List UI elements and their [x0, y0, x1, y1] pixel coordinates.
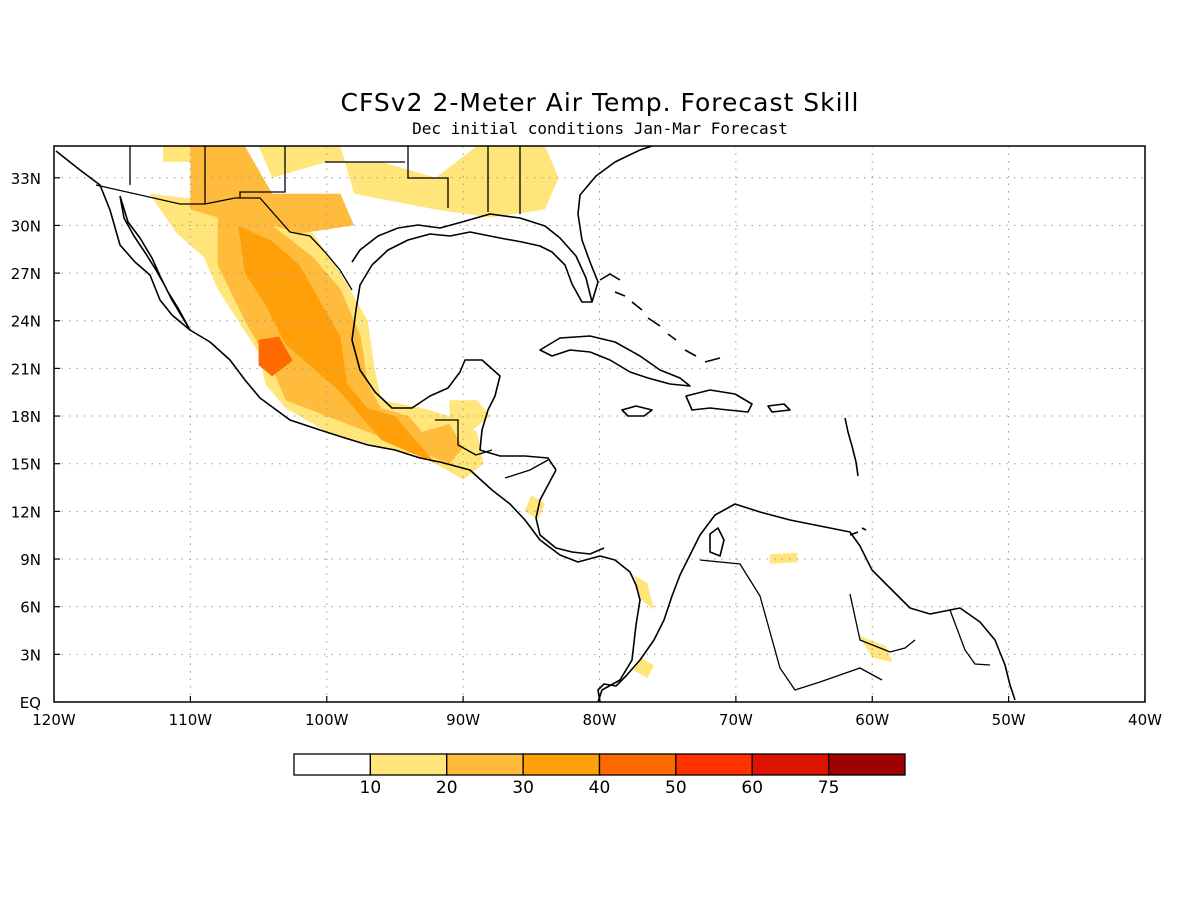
- coastline-cuba: [539, 335, 691, 387]
- coastline-us-atlantic: [577, 146, 653, 303]
- x-tick-label: 70W: [719, 711, 753, 729]
- y-tick-label: 21N: [11, 360, 41, 378]
- border-us-states: [129, 146, 521, 214]
- x-tick-label: 80W: [583, 711, 617, 729]
- colorbar-label: 30: [512, 778, 534, 798]
- skill-region-5: [633, 574, 655, 610]
- skill-region-4: [524, 495, 545, 520]
- coastline-baja-california: [119, 195, 191, 331]
- coastline-lake-maracaibo: [709, 527, 725, 557]
- colorbar-label: 20: [436, 778, 458, 798]
- border-us-mexico: [95, 184, 353, 291]
- coastline-gulf-of-mexico: [351, 213, 593, 471]
- y-tick-label: 12N: [11, 503, 41, 521]
- y-tick-label: 3N: [20, 646, 41, 664]
- colorbar-swatch: [369, 753, 448, 776]
- y-tick-label: 9N: [20, 551, 41, 569]
- skill-region-8: [858, 635, 893, 663]
- colorbar: 10 20 30 40 50 60 75: [293, 753, 906, 798]
- colorbar-swatch: [446, 753, 524, 776]
- y-tick-label: 24N: [11, 313, 41, 331]
- political-borders: [95, 146, 991, 691]
- colorbar-swatch: [598, 753, 677, 776]
- colorbar-swatch: [522, 753, 601, 776]
- skill-region-7: [770, 552, 798, 564]
- colorbar-swatch: [293, 753, 372, 776]
- colorbar-swatch: [675, 753, 753, 776]
- colorbar-label: 60: [741, 778, 763, 798]
- y-tick-label: 33N: [11, 170, 41, 188]
- colorbar-swatch: [827, 753, 906, 776]
- coastline-mainland: [55, 150, 641, 702]
- plot-area: [54, 146, 1145, 702]
- plot-frame: [53, 145, 1146, 703]
- coastline-bahamas: [599, 273, 721, 363]
- colorbar-label: 40: [589, 778, 611, 798]
- border-central-america: [435, 419, 549, 479]
- skill-region-9: [190, 146, 354, 234]
- border-south-america: [699, 559, 991, 691]
- x-tick-label: 110W: [169, 711, 213, 729]
- y-tick-label: 27N: [11, 265, 41, 283]
- x-tick-label: 100W: [305, 711, 349, 729]
- skill-region-1: [258, 146, 559, 218]
- colorbar-label: 10: [360, 778, 382, 798]
- coastlines: [55, 146, 1016, 702]
- skill-region-3: [449, 400, 491, 432]
- x-tick-label: 120W: [32, 711, 76, 729]
- coastline-hispaniola: [685, 389, 753, 413]
- skill-region-12: [258, 336, 293, 377]
- x-tick-label: 40W: [1128, 711, 1162, 729]
- colorbar-label: 75: [818, 778, 840, 798]
- skill-region-11: [238, 225, 436, 464]
- y-tick-label: 15N: [11, 456, 41, 474]
- coastline-south-america: [597, 503, 1016, 702]
- skill-region-6: [633, 657, 655, 679]
- x-tick-label: 60W: [855, 711, 889, 729]
- tick-marks: [54, 177, 1145, 702]
- coastline-puerto-rico: [767, 403, 791, 413]
- coastline-lesser-antilles: [844, 417, 867, 536]
- y-tick-label: 18N: [11, 408, 41, 426]
- x-axis-labels: 120W 110W 100W 90W 80W 70W 60W 50W 40W: [32, 711, 1162, 729]
- colorbar-label: 50: [665, 778, 687, 798]
- y-tick-label: 6N: [20, 599, 41, 617]
- x-tick-label: 50W: [992, 711, 1026, 729]
- x-tick-label: 90W: [446, 711, 480, 729]
- map-subtitle: Dec initial conditions Jan-Mar Forecast: [412, 119, 788, 138]
- coastline-jamaica: [621, 405, 653, 417]
- y-tick-label: EQ: [20, 694, 41, 712]
- coastline-caribbean-central-america: [535, 469, 605, 555]
- grid-lines: [54, 146, 1145, 702]
- colorbar-swatch: [751, 753, 830, 776]
- y-tick-label: 30N: [11, 217, 41, 235]
- y-axis-labels: EQ 3N 6N 9N 12N 15N 18N 21N 24N 27N 30N 33N: [11, 170, 41, 712]
- map-title: CFSv2 2-Meter Air Temp. Forecast Skill: [341, 88, 860, 117]
